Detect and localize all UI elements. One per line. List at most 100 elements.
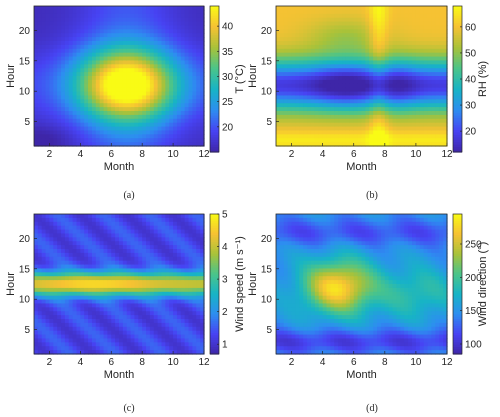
heatmap-cell xyxy=(64,291,70,297)
heatmap-cell xyxy=(276,48,281,54)
heatmap-cell xyxy=(49,315,54,320)
heatmap-cell xyxy=(169,95,174,100)
colorbar-step xyxy=(210,59,219,63)
heatmap-cell xyxy=(169,299,174,305)
heatmap-cell xyxy=(435,29,440,34)
heatmap-cell xyxy=(299,68,304,73)
heatmap-cell xyxy=(41,338,47,343)
heatmap-cell xyxy=(84,252,89,258)
heatmap-cell xyxy=(318,126,324,132)
heatmap-cell xyxy=(146,221,151,227)
heatmap-cell xyxy=(115,307,120,312)
heatmap-cell xyxy=(180,280,186,285)
heatmap-cell xyxy=(373,56,378,62)
heatmap-cell xyxy=(307,44,312,50)
heatmap-cell xyxy=(276,87,281,93)
heatmap-cell xyxy=(72,29,78,34)
heatmap-cell xyxy=(37,76,43,81)
colorbar-step xyxy=(210,137,219,141)
heatmap-cell xyxy=(142,87,147,93)
heatmap-cell xyxy=(157,142,163,147)
heatmap-cell xyxy=(68,315,74,320)
heatmap-cell xyxy=(310,134,316,139)
heatmap-cell xyxy=(161,107,166,112)
heatmap-cell xyxy=(76,6,81,11)
colorbar-step xyxy=(210,18,219,22)
heatmap-cell xyxy=(377,9,382,15)
heatmap-cell xyxy=(435,76,440,81)
heatmap-cell xyxy=(283,56,289,62)
heatmap-cell xyxy=(126,272,132,277)
heatmap-cell xyxy=(153,33,159,38)
heatmap-cell xyxy=(153,280,159,285)
heatmap-cell xyxy=(53,29,58,34)
heatmap-cell xyxy=(119,76,124,81)
heatmap-cell xyxy=(57,322,62,328)
heatmap-cell xyxy=(41,326,47,332)
heatmap-cell xyxy=(157,241,163,246)
heatmap-cell xyxy=(173,225,178,231)
heatmap-cell xyxy=(130,79,136,85)
heatmap-cell xyxy=(107,29,112,34)
heatmap-cell xyxy=(412,83,417,89)
heatmap-cell xyxy=(142,315,147,320)
heatmap-cell xyxy=(45,76,51,81)
heatmap-cell xyxy=(153,350,159,355)
heatmap-cell xyxy=(400,68,405,73)
colorbar-step xyxy=(210,88,219,92)
heatmap-cell xyxy=(435,25,440,30)
heatmap-cell xyxy=(95,295,101,301)
heatmap-cell xyxy=(196,122,201,128)
heatmap-cell xyxy=(200,241,205,246)
heatmap-cell xyxy=(76,291,81,297)
heatmap-cell xyxy=(146,6,151,11)
heatmap-cell xyxy=(146,13,151,19)
heatmap-cell xyxy=(404,103,409,108)
heatmap-cell xyxy=(338,87,343,93)
heatmap-cell xyxy=(287,9,293,15)
heatmap-cell xyxy=(41,33,47,38)
heatmap-cell xyxy=(443,17,448,23)
heatmap-cell xyxy=(111,41,116,46)
heatmap-cell xyxy=(126,217,132,223)
heatmap-cell xyxy=(84,268,89,273)
heatmap-cell xyxy=(188,303,194,308)
heatmap-cell xyxy=(115,291,120,297)
heatmap-cell xyxy=(134,79,139,85)
heatmap-cell xyxy=(196,142,201,147)
heatmap-cell xyxy=(192,91,197,97)
heatmap-cell xyxy=(57,249,62,254)
heatmap-cell xyxy=(126,111,132,116)
heatmap-cell xyxy=(188,280,194,285)
heatmap-cell xyxy=(95,225,101,231)
heatmap-cell xyxy=(361,79,366,85)
heatmap-cell xyxy=(37,264,43,270)
colorbar-step xyxy=(210,246,219,250)
heatmap-cell xyxy=(299,6,304,11)
heatmap-cell xyxy=(138,9,143,15)
heatmap-cell xyxy=(380,76,386,81)
heatmap-cell xyxy=(173,330,178,336)
heatmap-cell xyxy=(349,60,355,65)
heatmap-cell xyxy=(380,68,386,73)
heatmap-cell xyxy=(419,142,425,147)
heatmap-cell xyxy=(99,334,105,340)
colorbar-step xyxy=(453,44,462,48)
heatmap-cell xyxy=(318,68,324,73)
heatmap-cell xyxy=(165,95,170,100)
heatmap-cell xyxy=(122,252,128,258)
heatmap-cell xyxy=(310,111,316,116)
heatmap-cell xyxy=(134,315,139,320)
heatmap-cell xyxy=(107,225,112,231)
heatmap-cell xyxy=(61,64,66,69)
heatmap-cell xyxy=(443,9,448,15)
heatmap-cell xyxy=(412,114,417,120)
heatmap-cell xyxy=(72,72,78,77)
heatmap-cell xyxy=(95,138,101,143)
heatmap-cell xyxy=(200,322,205,328)
heatmap-cell xyxy=(88,87,93,93)
heatmap-cell xyxy=(380,56,386,62)
heatmap-cell xyxy=(95,99,101,104)
heatmap-cell xyxy=(146,330,151,336)
heatmap-cell xyxy=(408,130,413,135)
